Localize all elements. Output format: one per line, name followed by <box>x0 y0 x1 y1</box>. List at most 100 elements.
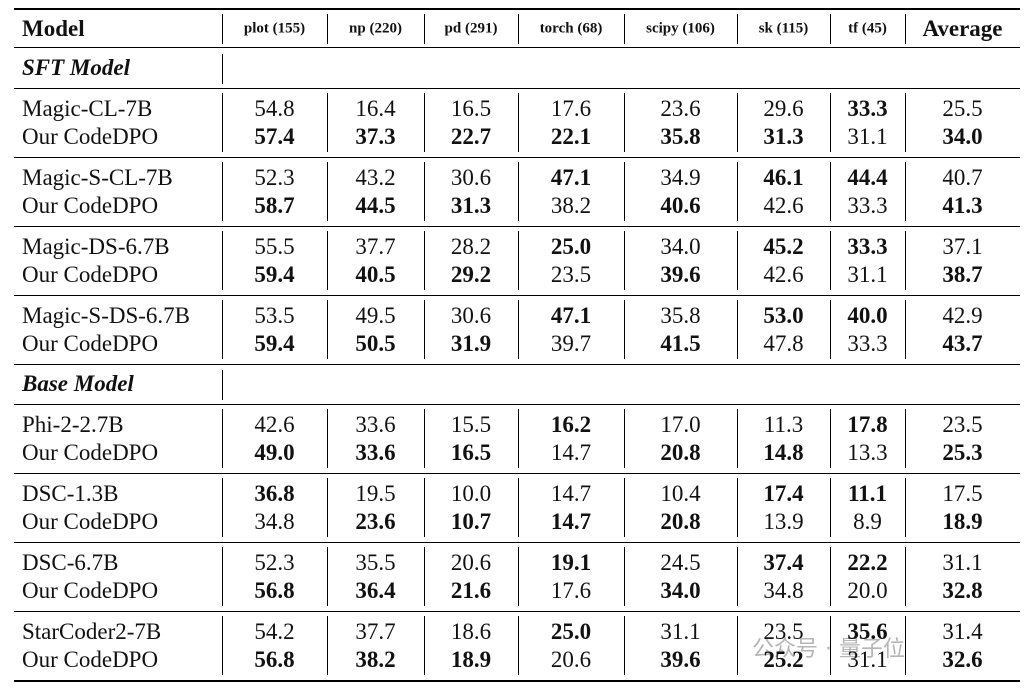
column-divider <box>222 231 223 290</box>
value-cell: 25.5 <box>942 96 983 121</box>
column-divider <box>737 300 738 359</box>
value-cell: 43.7 <box>942 331 983 356</box>
section-rule <box>14 404 1020 405</box>
model-name: DSC-1.3B <box>22 481 119 506</box>
model-name: Our CodeDPO <box>22 509 159 534</box>
value-cell: 41.3 <box>942 193 983 218</box>
value-cell: 20.8 <box>660 440 701 465</box>
value-cell: 40.7 <box>942 165 983 190</box>
value-cell: 52.3 <box>254 165 295 190</box>
value-cell: 44.5 <box>355 193 396 218</box>
value-cell: 35.6 <box>847 619 888 644</box>
value-cell: 20.6 <box>450 550 492 575</box>
header-rule <box>14 47 1020 48</box>
column-divider <box>222 478 223 537</box>
column-divider <box>624 478 625 537</box>
value-cell: 22.1 <box>550 124 592 149</box>
watermark: 公众号 · 量子位 <box>752 637 905 662</box>
header-cell: np (220) <box>349 20 402 37</box>
value-cell: 57.4 <box>254 124 295 149</box>
value-cell: 22.7 <box>450 124 492 149</box>
column-divider <box>830 14 831 44</box>
header-cell: scipy (106) <box>646 20 715 37</box>
value-cell: 11.3 <box>763 412 804 437</box>
column-divider <box>424 547 425 606</box>
column-divider <box>424 162 425 221</box>
value-cell: 13.9 <box>763 509 804 534</box>
model-name: Our CodeDPO <box>22 578 159 603</box>
column-divider <box>905 409 906 468</box>
column-divider <box>518 547 519 606</box>
value-cell: 23.6 <box>660 96 701 121</box>
header-cell: plot (155) <box>243 20 306 37</box>
value-cell: 14.8 <box>763 440 804 465</box>
value-cell: 31.3 <box>450 193 492 218</box>
column-divider <box>424 478 425 537</box>
column-divider <box>905 616 906 675</box>
group-rule <box>14 473 1020 474</box>
value-cell: 34.9 <box>660 165 701 190</box>
header-cell: sk (115) <box>758 20 809 37</box>
column-divider <box>424 300 425 359</box>
value-cell: 18.6 <box>450 619 492 644</box>
column-divider <box>624 93 625 152</box>
value-cell: 15.5 <box>450 412 492 437</box>
column-divider <box>424 14 425 44</box>
value-cell: 30.6 <box>450 303 492 328</box>
section-title: SFT Model <box>22 55 130 80</box>
value-cell: 38.2 <box>550 193 592 218</box>
value-cell: 17.0 <box>660 412 701 437</box>
value-cell: 10.0 <box>450 481 492 506</box>
column-divider <box>737 616 738 675</box>
model-name: Magic-DS-6.7B <box>22 234 170 259</box>
column-divider <box>905 231 906 290</box>
value-cell: 49.5 <box>355 303 396 328</box>
value-cell: 33.3 <box>847 234 888 259</box>
value-cell: 24.5 <box>660 550 701 575</box>
column-divider <box>327 478 328 537</box>
value-cell: 14.7 <box>550 440 592 465</box>
value-cell: 17.6 <box>550 578 592 603</box>
value-cell: 40.0 <box>847 303 888 328</box>
value-cell: 47.8 <box>763 331 804 356</box>
group-rule <box>14 364 1020 365</box>
column-divider <box>905 478 906 537</box>
value-cell: 31.1 <box>847 124 888 149</box>
value-cell: 28.2 <box>450 234 492 259</box>
column-divider <box>222 616 223 675</box>
model-name: Magic-S-DS-6.7B <box>22 303 191 328</box>
column-divider <box>327 616 328 675</box>
column-divider <box>624 231 625 290</box>
model-name: Our CodeDPO <box>22 331 159 356</box>
value-cell: 37.7 <box>355 234 396 259</box>
value-cell: 31.1 <box>847 262 888 287</box>
value-cell: 38.7 <box>942 262 983 287</box>
column-divider <box>518 409 519 468</box>
column-divider <box>737 93 738 152</box>
value-cell: 17.6 <box>550 96 592 121</box>
value-cell: 40.6 <box>660 193 701 218</box>
value-cell: 33.6 <box>355 440 396 465</box>
value-cell: 8.9 <box>853 509 882 534</box>
value-cell: 49.0 <box>254 440 295 465</box>
value-cell: 46.1 <box>763 165 804 190</box>
column-divider <box>518 93 519 152</box>
column-divider <box>737 14 738 44</box>
column-divider <box>830 409 831 468</box>
value-cell: 16.5 <box>450 96 492 121</box>
value-cell: 40.5 <box>355 262 396 287</box>
value-cell: 53.5 <box>254 303 295 328</box>
value-cell: 20.6 <box>550 647 592 672</box>
value-cell: 35.5 <box>355 550 396 575</box>
column-divider <box>624 547 625 606</box>
value-cell: 13.3 <box>847 440 888 465</box>
value-cell: 36.4 <box>355 578 396 603</box>
group-rule <box>14 680 1020 682</box>
column-divider <box>830 478 831 537</box>
group-rule <box>14 611 1020 612</box>
value-cell: 17.8 <box>847 412 888 437</box>
value-cell: 18.9 <box>942 509 983 534</box>
value-cell: 42.6 <box>763 193 804 218</box>
column-divider <box>737 547 738 606</box>
value-cell: 42.6 <box>763 262 804 287</box>
